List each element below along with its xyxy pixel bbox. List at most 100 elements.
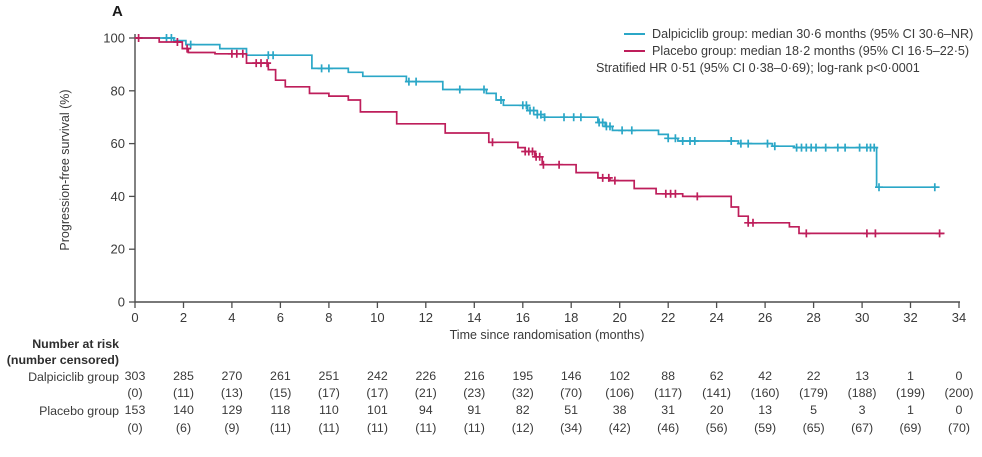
placebo-at-risk-count: 31 [661,403,676,418]
placebo-censored-count: (42) [608,420,631,435]
placebo-at-risk-count: 51 [564,403,579,418]
censor-mark-dalpiciclib-group [736,139,745,148]
censor-mark-dalpiciclib-group [930,183,939,192]
dalpiciclib-at-risk-count: 1 [907,369,914,383]
risk-column-month-4: 270 (13) 129 (9) [207,368,257,437]
censor-mark-placebo-group [671,189,680,198]
censor-mark-dalpiciclib-group [875,183,883,192]
dalpiciclib-at-risk-count: 303 [124,369,146,383]
censor-mark-dalpiciclib-group [770,142,779,151]
panel-label: A [112,3,123,20]
legend-row-dalpiciclib: Dalpiciclib group: median 30·6 months (9… [624,27,973,41]
risk-column-month-24: 62 (141) 20 (56) [692,368,742,437]
censor-mark-dalpiciclib-group [412,77,421,86]
placebo-at-risk-count: 38 [612,403,627,418]
risk-column-month-12: 226 (21) 94 (11) [401,368,451,437]
dalpiciclib-censored-count: (21) [414,386,437,401]
y-tick-label: 40 [111,189,125,204]
dalpiciclib-at-risk-count: 22 [806,369,821,383]
censor-mark-dalpiciclib-group [763,139,772,148]
censor-mark-placebo-group [862,229,871,238]
censor-mark-dalpiciclib-group [404,77,413,86]
placebo-censored-count: (12) [511,420,534,435]
placebo-censored-count: (59) [754,420,777,435]
y-axis-label: Progression-free survival (%) [58,89,72,251]
censor-mark-dalpiciclib-group [269,51,278,60]
censor-mark-dalpiciclib-group [671,134,680,143]
x-tick-label: 30 [855,310,869,325]
dalpiciclib-at-risk-count: 13 [855,369,869,383]
censor-mark-placebo-group [802,229,811,238]
risk-row-label-placebo: Placebo group [39,404,119,418]
placebo-at-risk-count: 0 [955,403,963,418]
censor-mark-placebo-group [134,34,143,42]
risk-column-month-10: 242 (17) 101 (11) [352,368,402,437]
y-tick-label: 20 [111,242,125,257]
dalpiciclib-at-risk-count: 102 [609,369,631,383]
censor-mark-placebo-group [935,229,944,238]
placebo-censored-count: (11) [318,420,340,435]
placebo-at-risk-count: 3 [858,403,866,418]
censor-mark-dalpiciclib-group [606,122,614,131]
censor-mark-dalpiciclib-group [317,64,326,73]
x-axis-label: Time since randomisation (months) [449,328,645,342]
censor-mark-placebo-group [183,44,192,53]
censor-mark-dalpiciclib-group [664,134,673,143]
legend-row-placebo: Placebo group: median 18·2 months (95% C… [624,44,969,58]
censor-mark-dalpiciclib-group [598,118,607,127]
dalpiciclib-at-risk-count: 216 [463,369,485,383]
risk-column-month-28: 22 (179) 5 (65) [789,368,839,437]
y-tick-label: 0 [118,295,125,310]
censor-mark-placebo-group [539,160,548,169]
placebo-censored-count: (11) [415,420,437,435]
dalpiciclib-censored-count: (106) [605,386,635,401]
censor-mark-dalpiciclib-group [618,126,627,135]
censor-mark-dalpiciclib-group [812,143,820,152]
dalpiciclib-at-risk-count: 62 [709,369,724,383]
placebo-censored-count: (11) [269,420,291,435]
dalpiciclib-censored-count: (0) [127,386,143,401]
placebo-at-risk-count: 129 [221,403,243,418]
censor-mark-placebo-group [693,192,702,201]
x-tick-label: 12 [419,310,433,325]
dalpiciclib-at-risk-count: 195 [512,369,534,383]
censor-mark-dalpiciclib-group [324,64,333,73]
risk-column-month-32: 1 (199) 1 (69) [886,368,936,437]
censor-mark-dalpiciclib-group [455,85,464,94]
x-tick-label: 16 [516,310,530,325]
censor-mark-dalpiciclib-group [833,143,842,152]
censor-mark-placebo-group [488,138,497,147]
dalpiciclib-censored-count: (23) [463,386,486,401]
risk-table-header: Number at risk [32,337,119,351]
x-tick-label: 22 [661,310,675,325]
censor-mark-dalpiciclib-group [569,113,578,122]
placebo-at-risk-count: 5 [810,403,818,418]
censor-mark-dalpiciclib-group [744,139,753,148]
censor-mark-dalpiciclib-group [529,106,538,115]
x-tick-label: 34 [952,310,966,325]
x-tick-label: 8 [325,310,332,325]
x-tick-label: 10 [370,310,384,325]
dalpiciclib-censored-count: (188) [847,386,877,401]
y-tick-label: 60 [111,136,125,151]
risk-column-month-8: 251 (17) 110 (11) [304,368,354,437]
censor-mark-placebo-group [173,38,182,46]
x-tick-label: 32 [903,310,917,325]
placebo-at-risk-count: 110 [319,403,339,418]
dalpiciclib-censored-count: (160) [750,386,780,401]
dalpiciclib-line-swatch-icon [624,33,645,35]
dalpiciclib-at-risk-count: 251 [318,369,340,383]
placebo-censored-count: (65) [802,420,825,435]
dalpiciclib-censored-count: (13) [220,386,243,401]
dalpiciclib-at-risk-count: 270 [221,369,243,383]
censor-mark-placebo-group [263,59,272,68]
y-tick-label: 100 [103,31,125,46]
x-tick-label: 18 [564,310,578,325]
risk-column-month-14: 216 (23) 91 (11) [449,368,499,437]
censor-mark-dalpiciclib-group [522,101,531,110]
censor-mark-placebo-group [238,49,247,58]
y-tick-label: 80 [111,83,125,98]
censor-mark-dalpiciclib-group [627,126,636,135]
